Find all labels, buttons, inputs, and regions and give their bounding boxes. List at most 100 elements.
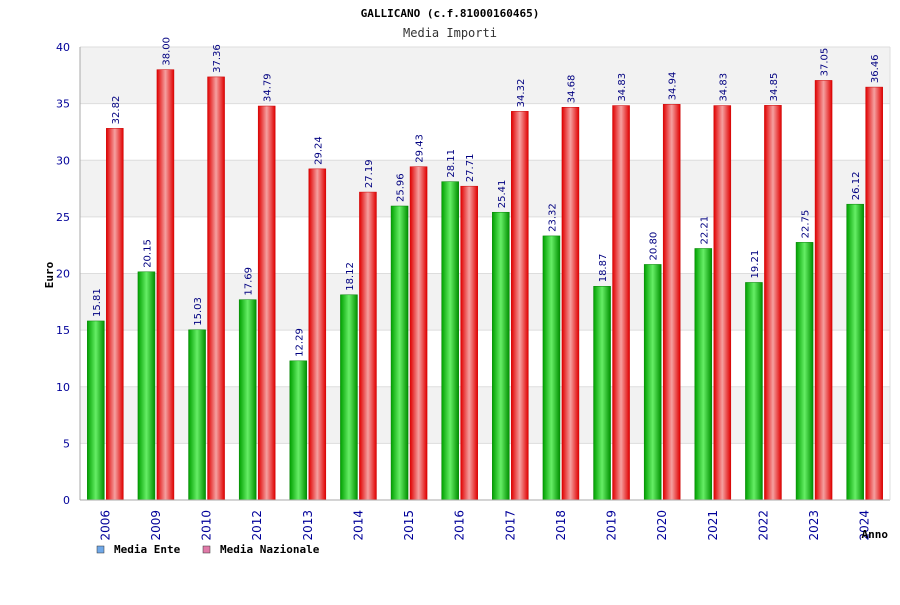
bar-media-ente-2023	[795, 242, 814, 501]
bar-media-ente-2014	[340, 294, 358, 501]
value-label-media-nazionale-2010: 37.36	[212, 44, 223, 73]
bar-media-nazionale-2020	[662, 104, 681, 501]
legend-label-media-nazionale: Media Nazionale	[220, 543, 320, 556]
value-label-media-nazionale-2022: 34.85	[769, 73, 780, 102]
value-label-media-ente-2013: 12.29	[294, 328, 305, 357]
value-label-media-nazionale-2012: 34.79	[263, 73, 274, 102]
value-label-media-nazionale-2009: 38.00	[161, 37, 172, 66]
value-label-media-ente-2019: 18.87	[598, 254, 609, 283]
value-label-media-ente-2018: 23.32	[547, 203, 558, 232]
value-label-media-nazionale-2024: 36.46	[870, 54, 881, 83]
bar-media-nazionale-2022	[764, 105, 782, 501]
value-label-media-ente-2024: 26.12	[851, 172, 862, 201]
bar-media-ente-2019	[593, 286, 611, 501]
bar-media-nazionale-2013	[308, 168, 327, 501]
bar-media-ente-2009	[137, 271, 156, 501]
value-label-media-ente-2017: 25.41	[497, 180, 508, 209]
bar-media-ente-2024	[846, 203, 864, 501]
x-tick-label-2012: 2012	[250, 510, 264, 541]
bar-media-nazionale-2024	[865, 86, 883, 501]
value-label-media-ente-2009: 20.15	[142, 239, 153, 268]
x-tick-label-2019: 2019	[605, 510, 619, 541]
bar-media-nazionale-2006	[106, 128, 124, 501]
value-label-media-ente-2006: 15.81	[92, 288, 103, 317]
x-tick-label-2018: 2018	[554, 510, 568, 541]
legend-label-media-ente: Media Ente	[114, 543, 181, 556]
x-axis-label: Anno	[862, 528, 889, 541]
bar-media-nazionale-2018	[561, 106, 580, 501]
bar-media-ente-2021	[694, 248, 713, 501]
bar-media-nazionale-2016	[460, 185, 478, 501]
value-label-media-ente-2012: 17.69	[244, 267, 255, 296]
bar-media-ente-2010	[188, 329, 206, 501]
chart-title: GALLICANO (c.f.81000160465)	[361, 7, 540, 20]
x-tick-label-2024: 2024	[858, 510, 872, 541]
y-tick-label: 40	[56, 41, 70, 54]
value-label-media-ente-2016: 28.11	[446, 149, 457, 178]
x-tick-label-2013: 2013	[301, 510, 315, 541]
value-label-media-ente-2022: 19.21	[750, 250, 761, 279]
bar-media-nazionale-2014	[359, 191, 377, 501]
value-label-media-nazionale-2017: 34.32	[516, 79, 527, 108]
legend-swatch-media-nazionale	[202, 545, 211, 554]
bar-media-nazionale-2009	[156, 69, 175, 501]
chart-subtitle: Media Importi	[403, 26, 497, 40]
x-tick-label-2010: 2010	[200, 510, 214, 541]
bar-media-ente-2013	[289, 360, 308, 501]
y-tick-label: 10	[56, 381, 70, 394]
x-tick-label-2022: 2022	[756, 510, 770, 541]
x-tick-label-2016: 2016	[453, 510, 467, 541]
value-labels: 15.81 32.82 20.15 38.00 15.03 37.36 17.69 34.79…	[92, 37, 881, 357]
value-label-media-nazionale-2018: 34.68	[566, 75, 577, 104]
value-label-media-ente-2020: 20.80	[649, 232, 660, 261]
value-label-media-nazionale-2021: 34.83	[718, 73, 729, 102]
value-label-media-nazionale-2023: 37.05	[820, 48, 831, 77]
value-label-media-nazionale-2016: 27.71	[465, 154, 476, 183]
bar-media-nazionale-2019	[612, 105, 630, 501]
bar-media-nazionale-2023	[814, 80, 833, 501]
x-tick-label-2009: 2009	[149, 510, 163, 541]
value-label-media-nazionale-2019: 34.83	[617, 73, 628, 102]
value-label-media-ente-2010: 15.03	[193, 297, 204, 326]
y-axis-label: Euro	[43, 261, 56, 288]
y-tick-label: 35	[56, 98, 70, 111]
value-label-media-nazionale-2006: 32.82	[111, 96, 122, 125]
y-tick-label: 30	[56, 154, 70, 167]
x-tick-label-2017: 2017	[503, 510, 517, 541]
bar-media-ente-2016	[441, 181, 459, 501]
value-label-media-nazionale-2015: 29.43	[415, 134, 426, 163]
value-label-media-nazionale-2013: 29.24	[313, 136, 324, 165]
bar-media-nazionale-2012	[257, 105, 276, 501]
x-tick-label-2020: 2020	[655, 510, 669, 541]
x-tick-label-2021: 2021	[706, 510, 720, 541]
bar-media-ente-2018	[542, 235, 561, 501]
value-label-media-ente-2015: 25.96	[396, 173, 407, 202]
x-tick-label-2006: 2006	[98, 510, 112, 541]
value-label-media-ente-2014: 18.12	[345, 262, 356, 291]
y-tick-label: 20	[56, 268, 70, 281]
bar-media-ente-2015	[390, 205, 409, 501]
axes: 0 5 10 15 20 25 30 35 40 2006 2009 2010 2012 2013 2014…	[56, 41, 891, 541]
bar-media-ente-2017	[492, 211, 510, 501]
value-label-media-ente-2023: 22.75	[801, 210, 812, 239]
x-tick-label-2015: 2015	[402, 510, 416, 541]
x-tick-label-2014: 2014	[351, 510, 365, 541]
value-label-media-nazionale-2020: 34.94	[668, 72, 679, 101]
bar-media-ente-2006	[87, 320, 105, 501]
legend: Media Ente Media Nazionale	[96, 543, 320, 556]
y-tick-label: 0	[63, 494, 70, 507]
bar-media-ente-2022	[745, 282, 763, 501]
bar-media-nazionale-2010	[207, 76, 225, 501]
y-tick-label: 15	[56, 324, 70, 337]
bars	[87, 69, 883, 501]
value-label-media-ente-2021: 22.21	[699, 216, 710, 245]
bar-media-ente-2012	[238, 299, 257, 501]
y-tick-label: 25	[56, 211, 70, 224]
x-tick-label-2023: 2023	[807, 510, 821, 541]
bar-media-nazionale-2015	[409, 166, 428, 501]
bar-media-nazionale-2021	[713, 105, 732, 501]
bar-media-ente-2020	[643, 264, 662, 501]
y-tick-label: 5	[63, 437, 70, 450]
